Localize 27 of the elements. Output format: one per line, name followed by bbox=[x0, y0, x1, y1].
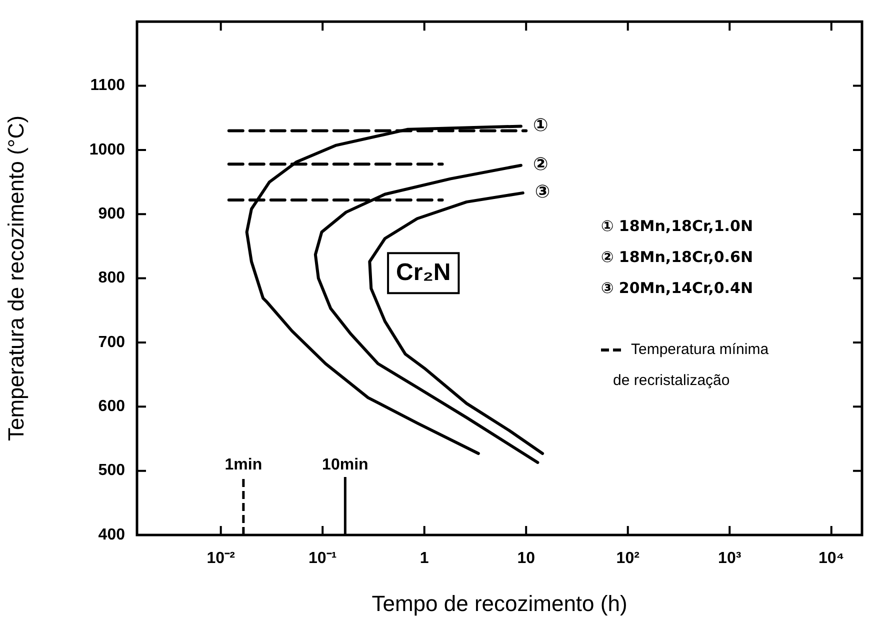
y-tick-label: 900 bbox=[98, 206, 126, 223]
y-axis-title: Temperatura de recozimento (°C) bbox=[3, 116, 28, 442]
x-tick-label: 10⁻² bbox=[206, 550, 235, 568]
y-tick-label: 500 bbox=[98, 462, 126, 480]
y-tick-label: 400 bbox=[98, 526, 126, 544]
legend-label: Temperatura mínima de recristalização bbox=[613, 341, 770, 390]
x-tick-label: 1 bbox=[420, 550, 429, 568]
x-tick-label: 10⁻¹ bbox=[308, 550, 337, 568]
x-tick-label: 10 bbox=[517, 550, 536, 568]
y-tick-label: 600 bbox=[98, 398, 126, 416]
annotation: ① 18Mn,18Cr,1.0N bbox=[601, 216, 753, 235]
x-tick-label: 10⁴ bbox=[818, 550, 844, 568]
x-axis-title: Tempo de recozimento (h) bbox=[372, 590, 628, 616]
annotation: Cr₂N bbox=[396, 258, 451, 286]
y-tick-label: 700 bbox=[98, 334, 126, 351]
annotation: ③ bbox=[534, 182, 550, 203]
ref-line-label: 10min bbox=[322, 456, 368, 474]
annotation: ② bbox=[532, 154, 548, 176]
y-tick-label: 1000 bbox=[89, 141, 126, 158]
y-tick-label: 800 bbox=[98, 270, 126, 287]
x-tick-label: 10³ bbox=[718, 550, 742, 568]
annotation: ③ 20Mn,14Cr,0.4N bbox=[601, 278, 753, 297]
annotation: ① bbox=[532, 114, 548, 136]
ref-line-label: 1min bbox=[224, 456, 262, 474]
annotation: ② 18Mn,18Cr,0.6N bbox=[601, 248, 753, 266]
y-tick-label: 1100 bbox=[90, 77, 126, 94]
x-tick-label: 10² bbox=[616, 550, 640, 568]
